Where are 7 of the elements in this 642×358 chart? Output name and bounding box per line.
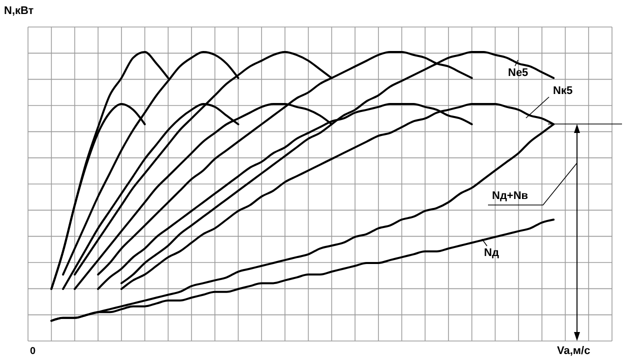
- x-axis-title: Va,м/с: [557, 345, 590, 357]
- legend-label: Nд: [484, 247, 499, 259]
- text: Nк5: [553, 85, 573, 97]
- text: 0: [30, 346, 36, 357]
- series-label: Nд+Nв: [492, 190, 528, 202]
- y-axis-title: N,кВт: [4, 5, 34, 17]
- series-label: Ne5: [508, 67, 528, 79]
